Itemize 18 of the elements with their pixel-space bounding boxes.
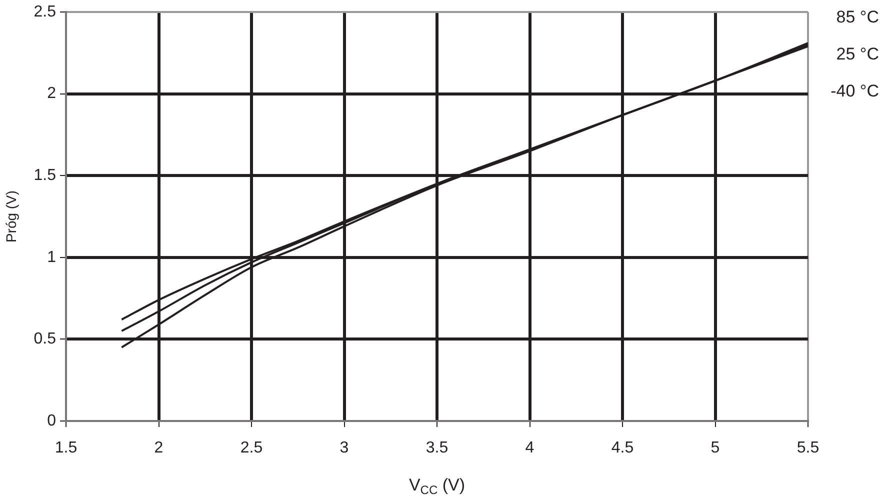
- series-label: 25 °C: [836, 44, 879, 64]
- y-tick-label: 1: [47, 248, 56, 266]
- x-tick-label: 3: [340, 439, 349, 456]
- x-tick-label: 3.5: [426, 439, 448, 456]
- y-tick-label: 1.5: [34, 167, 56, 184]
- series-label: 85 °C: [836, 8, 879, 27]
- x-tick-label: 5: [710, 439, 720, 456]
- y-tick-label: 2.5: [34, 3, 56, 20]
- x-tick-label: 5.5: [796, 439, 820, 456]
- y-axis-title: Próg (V): [2, 190, 19, 243]
- y-tick-label: 0: [47, 412, 56, 430]
- y-tick-label: 2: [47, 85, 56, 102]
- x-tick-label: 4: [525, 439, 534, 456]
- x-tick-label: 4.5: [611, 439, 634, 456]
- text: -40 °C: [830, 82, 879, 101]
- x-tick-label: 2.5: [240, 439, 263, 456]
- y-tick-label: 0.5: [34, 330, 56, 348]
- x-tick-label: 2: [154, 439, 164, 456]
